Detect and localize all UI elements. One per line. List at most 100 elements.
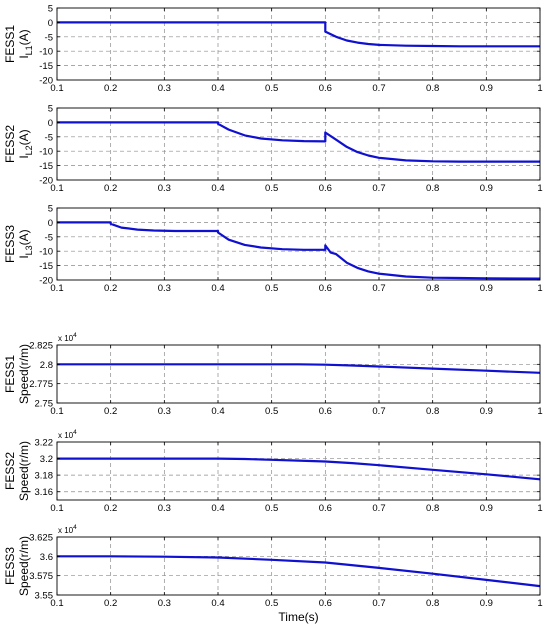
x-tick-label: 0.7 [372, 406, 385, 417]
multiplier-exponent: 4 [73, 524, 77, 531]
plot-area [57, 442, 540, 500]
y-tick-label: 2.8 [40, 360, 53, 371]
y-axis-label-device: FESS2 [3, 125, 17, 163]
x-tick-label: 0.5 [265, 283, 278, 294]
plot-area [57, 108, 540, 180]
y-tick-label: 5 [48, 4, 53, 15]
y-tick-label: 0 [48, 18, 53, 29]
x-tick-label: 0.3 [158, 503, 171, 514]
y-tick-label: 2.775 [29, 379, 53, 390]
x-tick-label: 0.9 [480, 598, 493, 609]
current-symbol: I [17, 155, 31, 158]
y-axis-label-current: IL3(A) [17, 229, 34, 258]
y-tick-label: -15 [39, 261, 53, 272]
series-line [57, 363, 541, 374]
y-axis-label-device: FESS3 [3, 225, 17, 263]
series-line [57, 121, 540, 163]
x-tick-label: 0.1 [50, 183, 63, 194]
plot-area [57, 208, 540, 280]
x-tick-label: 0.7 [372, 283, 385, 294]
x-tick-label: 0.7 [372, 598, 385, 609]
y-axis-label-device: FESS1 [3, 25, 17, 63]
x-tick-label: 0.6 [319, 183, 332, 194]
x-tick-label: 0.8 [426, 598, 439, 609]
x-axis-label: Time(s) [278, 610, 318, 624]
subplot-3: 0.1 0.2 0.3 0.4 0.5 0.6 0.7 0.8 0.9 1 5 0 -5 -10 -15 -2… [3, 204, 543, 295]
y-axis-label-speed: Speed(r/m) [17, 344, 31, 404]
x-tick-label: 0.6 [319, 503, 332, 514]
current-subscript: L1 [24, 45, 34, 55]
x-tick-label: 0.2 [104, 598, 117, 609]
axes-frame [56, 344, 541, 404]
x-tick-label: 1 [537, 598, 542, 609]
y-tick-label: -20 [39, 176, 53, 187]
y-tick-label: -10 [39, 147, 53, 158]
x-tick-label: 0.2 [104, 503, 117, 514]
x-tick-label: 0.3 [158, 406, 171, 417]
x-tick-label: 0.9 [480, 406, 493, 417]
x-tick-label: 0.7 [372, 83, 385, 94]
x-tick-label: 0.4 [211, 183, 224, 194]
y-tick-label: 0 [48, 218, 53, 229]
x-tick-label: 0.2 [104, 406, 117, 417]
y-tick-label: 3.6 [40, 552, 53, 563]
y-tick-label: 3.575 [29, 571, 53, 582]
x-tick-label: 0.9 [480, 183, 493, 194]
subplot-2: 0.1 0.2 0.3 0.4 0.5 0.6 0.7 0.8 0.9 1 5 0 -5 -10 -15 -2… [3, 104, 543, 195]
y-tick-label: 3.22 [35, 438, 54, 449]
y-tick-label: 3.16 [35, 487, 54, 498]
x-tick-label: 0.8 [426, 183, 439, 194]
y-tick-label: -5 [45, 32, 53, 43]
x-tick-label: 1 [537, 83, 542, 94]
y-axis-label-device: FESS2 [3, 452, 17, 490]
multiplier-exponent: 4 [73, 429, 77, 436]
x-tick-label: 0.8 [426, 503, 439, 514]
x-tick-label: 0.3 [158, 283, 171, 294]
subplot-4: 0.1 0.2 0.3 0.4 0.5 0.6 0.7 0.8 0.9 1 2.825 2.8 2.77… [3, 332, 543, 417]
plot-area [57, 8, 540, 80]
x-tick-label: 0.8 [426, 83, 439, 94]
y-axis-label-device: FESS1 [3, 355, 17, 393]
x-tick-label: 0.9 [480, 503, 493, 514]
x-tick-label: 1 [537, 406, 542, 417]
axis-multiplier: x 104 [58, 429, 77, 440]
y-tick-label: -20 [39, 76, 53, 87]
y-tick-label: 3.2 [40, 454, 53, 465]
y-tick-label: -15 [39, 61, 53, 72]
x-tick-label: 0.5 [265, 406, 278, 417]
x-tick-label: 0.4 [211, 83, 224, 94]
axes-frame [56, 7, 541, 81]
x-tick-label: 0.2 [104, 283, 117, 294]
x-tick-label: 0.4 [211, 283, 224, 294]
y-tick-label: 2.825 [29, 341, 53, 352]
x-tick-label: 0.7 [372, 503, 385, 514]
series-line [57, 221, 541, 280]
multiplier-base: x 10 [58, 334, 74, 343]
y-tick-label: -5 [45, 232, 53, 243]
axes-frame [56, 107, 541, 181]
x-tick-label: 0.3 [158, 83, 171, 94]
x-tick-label: 1 [537, 183, 542, 194]
axes-frame [56, 536, 541, 596]
y-tick-label: 2.75 [35, 399, 54, 410]
y-axis-label-device: FESS3 [3, 547, 17, 585]
series-line [57, 555, 541, 588]
axes-frame [56, 441, 541, 501]
x-tick-label: 0.4 [211, 503, 224, 514]
subplot-1: 0.1 0.2 0.3 0.4 0.5 0.6 0.7 0.8 0.9 1 5 0 -5 -10 -15 -2… [3, 4, 543, 95]
x-tick-label: 0.1 [50, 503, 63, 514]
y-tick-label: 3.18 [35, 471, 54, 482]
y-tick-label: 5 [48, 104, 53, 115]
axis-multiplier: x 104 [58, 332, 77, 343]
y-axis-label-current: IL2(A) [17, 129, 34, 158]
x-tick-label: 0.4 [211, 406, 224, 417]
x-tick-label: 0.6 [319, 406, 332, 417]
y-tick-label: 0 [48, 118, 53, 129]
y-tick-label: -5 [45, 132, 53, 143]
x-tick-label: 0.5 [265, 183, 278, 194]
y-tick-label: -10 [39, 247, 53, 258]
x-tick-label: 0.3 [158, 598, 171, 609]
x-tick-label: 0.3 [158, 183, 171, 194]
x-tick-label: 1 [537, 283, 542, 294]
